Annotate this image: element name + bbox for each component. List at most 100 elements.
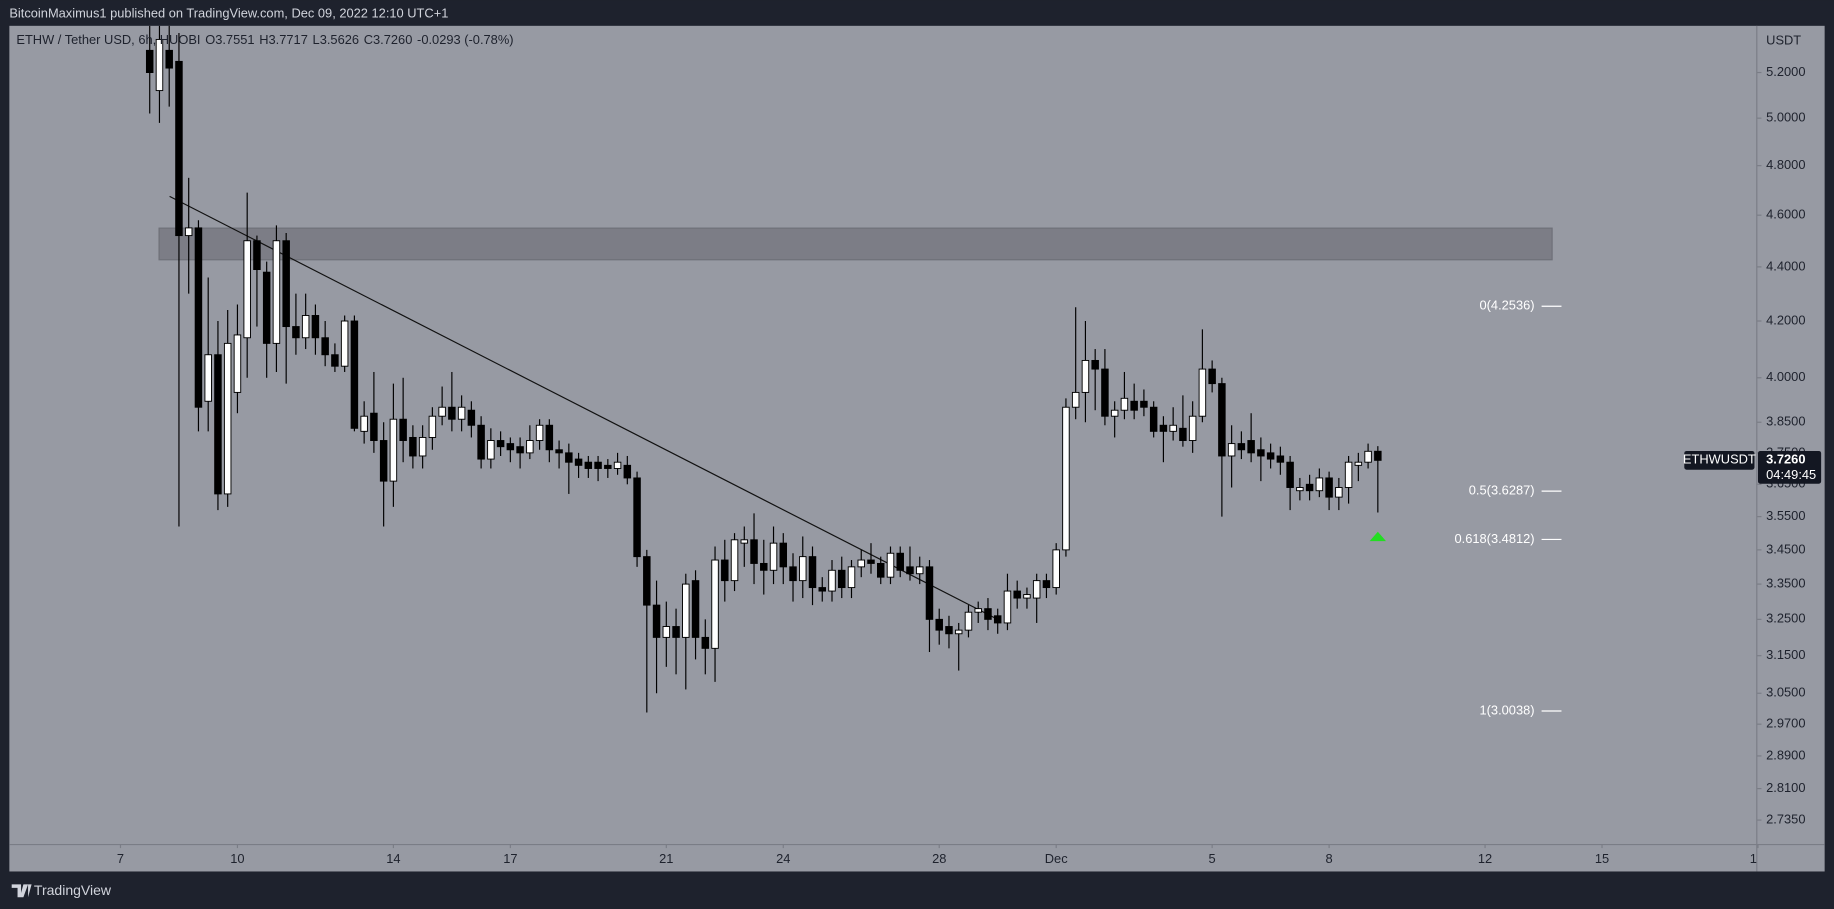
candle-body (799, 556, 807, 582)
candle-body (1374, 450, 1382, 461)
candle-body (1296, 487, 1304, 492)
y-tick-label: 5.0000 (1766, 110, 1805, 125)
brand-logo (11, 884, 32, 898)
candle-body (1188, 415, 1197, 441)
candle-body (1013, 590, 1021, 599)
candle-body (565, 452, 573, 463)
axes: 5.2000 5.0000 4.8000 4.6000 4.4000 4.2000 4.00… (117, 64, 1822, 866)
y-tick-label: 3.5500 (1766, 508, 1805, 523)
candle-body (467, 409, 476, 426)
candle-body (1364, 450, 1372, 463)
candle-body (145, 49, 154, 73)
candle-body (935, 618, 943, 631)
candle-body (1354, 461, 1363, 466)
candle-body (867, 559, 875, 564)
candle-body (711, 559, 719, 649)
candle-body (1169, 424, 1177, 432)
price-tag-countdown: 04:49:45 (1766, 467, 1816, 482)
candle-body (389, 418, 398, 482)
candle-body (857, 559, 865, 568)
x-tick-label: 1 (1750, 851, 1757, 866)
candle-body (175, 60, 183, 237)
candle-body (1344, 461, 1353, 488)
candle-body (838, 569, 846, 589)
candle-body (1003, 590, 1012, 624)
symbol-tag: ETHWUSDT (1683, 452, 1756, 467)
candle-body (1052, 549, 1060, 589)
candle-body (574, 458, 583, 466)
candle-body (1091, 359, 1099, 370)
candle-body (535, 424, 544, 441)
fib-level-label: 1(3.0038) (1480, 702, 1535, 717)
candle-body (1120, 397, 1129, 411)
candle-body (272, 240, 281, 344)
candle-body (253, 240, 261, 271)
candle-body (1023, 594, 1031, 599)
candle-body (652, 604, 661, 638)
candle-body (974, 608, 982, 613)
publisher-line: BitcoinMaximus1 published on TradingView… (9, 6, 448, 21)
candle-body (623, 464, 632, 479)
candle-body (506, 443, 515, 451)
y-tick-label: 2.9700 (1766, 716, 1805, 731)
candle-body (1335, 487, 1343, 498)
candle-body (896, 552, 904, 571)
candle-body (691, 580, 700, 638)
fib-level-label: 0.5(3.6287) (1469, 483, 1535, 498)
x-tick-label: 7 (117, 851, 124, 866)
resistance-zone (158, 227, 1553, 261)
candle-body (1247, 440, 1255, 454)
price-tag-bg (1757, 450, 1822, 484)
candle-body (750, 539, 758, 564)
candle-body (740, 539, 749, 544)
candle-body (340, 320, 349, 367)
fib-level-label: 0(4.2536) (1480, 298, 1535, 313)
candle-body (721, 559, 729, 582)
candle-body (682, 583, 690, 638)
candle-body (457, 406, 466, 420)
x-tick-label: 28 (932, 851, 946, 866)
candle-body (1237, 443, 1246, 451)
candle-body (1227, 443, 1236, 457)
x-tick-label: 17 (503, 851, 517, 866)
candle-body (954, 629, 963, 635)
candle-body (604, 464, 612, 469)
x-tick-label: 15 (1595, 851, 1609, 866)
candle-body (204, 354, 212, 402)
legend-h-label: H (259, 32, 268, 47)
legend-l-value: 3.5626 (320, 32, 359, 47)
candle-body (1266, 452, 1275, 460)
x-tick-label: 5 (1209, 851, 1216, 866)
candle-body (233, 334, 242, 393)
candle-body (876, 562, 885, 578)
legend-o-label: O (205, 32, 215, 47)
x-tick-label: Dec (1045, 851, 1068, 866)
candle-body (1042, 580, 1051, 589)
candle-body (262, 271, 271, 344)
signal-arrow (1369, 531, 1387, 542)
candle-body (1130, 400, 1138, 411)
candle-body (448, 406, 456, 420)
price-tag-value: 3.7260 (1766, 452, 1805, 467)
plot-area: 0(4.2536) 0.5(3.6287) 0.618(3.4812) 1(3.003… (145, 25, 1562, 717)
y-tick-label: 4.4000 (1766, 258, 1805, 273)
candle-body (828, 569, 836, 592)
fib-level-label: 0.618(3.4812) (1454, 531, 1534, 546)
candle-body (1071, 391, 1080, 408)
y-tick-label: 4.6000 (1766, 207, 1805, 222)
candle-body (789, 566, 797, 582)
y-tick-label: 2.8100 (1766, 780, 1805, 795)
candle-body (1179, 427, 1187, 441)
candle-body (915, 566, 924, 575)
footer: TradingView (11, 882, 112, 898)
candle-body (1208, 368, 1216, 385)
candle-body (379, 440, 388, 482)
candle-body (1198, 368, 1207, 417)
legend-change: -0.0293 (-0.78%) (417, 32, 513, 47)
candle-body (282, 240, 290, 328)
candle-body (1110, 409, 1119, 417)
candle-body (1149, 406, 1158, 432)
y-tick-label: 2.7350 (1766, 811, 1805, 826)
candle-body (1325, 477, 1333, 498)
x-tick-label: 14 (386, 851, 400, 866)
